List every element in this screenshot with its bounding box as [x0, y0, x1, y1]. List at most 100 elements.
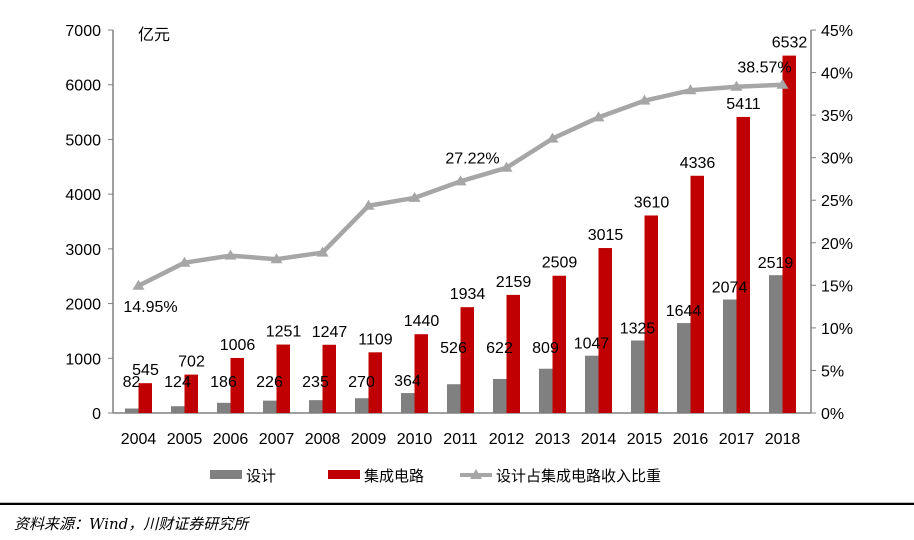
ratio-marker	[500, 161, 513, 172]
ratio-annotation: 38.57%	[737, 60, 791, 77]
design-value-label: 364	[394, 373, 421, 390]
ratio-marker	[592, 111, 605, 122]
design-value-label: 82	[123, 374, 141, 391]
x-tick-label: 2016	[673, 431, 709, 448]
x-tick-label: 2006	[213, 431, 249, 448]
design-value-label: 270	[348, 374, 375, 391]
ratio-annotation: 27.22%	[445, 150, 499, 167]
ic-value-label: 545	[132, 362, 159, 379]
legend-label-design: 设计	[246, 468, 276, 485]
ic-value-label: 2159	[496, 274, 532, 291]
bar-design	[631, 340, 645, 413]
bar-design	[677, 323, 691, 413]
bar-ic	[644, 215, 658, 413]
x-tick-label: 2009	[351, 431, 387, 448]
ratio-marker	[730, 80, 743, 91]
ic-value-label: 1006	[220, 337, 256, 354]
bar-design	[539, 368, 553, 413]
source-note: 资料来源：Wind，川财证券研究所	[14, 515, 249, 533]
bar-ic	[138, 383, 152, 413]
ic-value-label: 1440	[404, 313, 440, 330]
ic-value-label: 1247	[312, 324, 348, 341]
right-tick-label: 5%	[821, 363, 844, 380]
x-tick-label: 2014	[581, 431, 617, 448]
x-tick-label: 2017	[719, 431, 755, 448]
ic-value-label: 1109	[358, 331, 393, 348]
ratio-marker	[684, 84, 697, 95]
ratio-marker	[316, 246, 329, 257]
design-value-label: 809	[532, 340, 559, 357]
bar-ic	[230, 357, 244, 413]
bar-design	[125, 408, 139, 413]
left-tick-label: 4000	[65, 187, 101, 204]
x-tick-label: 2004	[121, 431, 157, 448]
left-tick-label: 0	[92, 406, 101, 423]
bar-ic	[184, 374, 198, 413]
legend-label-ic: 集成电路	[364, 468, 424, 485]
bar-ic	[368, 352, 382, 413]
right-tick-label: 40%	[821, 66, 853, 83]
legend-swatch-design	[210, 470, 242, 479]
design-value-label: 1325	[620, 321, 656, 338]
bar-design	[309, 400, 323, 413]
right-tick-label: 10%	[821, 321, 853, 338]
bar-ic	[506, 294, 520, 413]
bar-design	[585, 355, 599, 413]
left-tick-label: 1000	[65, 351, 101, 368]
left-tick-label: 3000	[65, 242, 101, 259]
design-value-label: 526	[440, 340, 467, 357]
left-tick-label: 7000	[65, 23, 101, 40]
design-value-label: 124	[164, 374, 191, 391]
left-tick-label: 2000	[65, 297, 101, 314]
bar-ic	[782, 55, 796, 413]
x-tick-label: 2008	[305, 431, 341, 448]
legend-marker-ratio	[470, 469, 482, 479]
bar-design	[723, 299, 737, 413]
x-tick-label: 2015	[627, 431, 663, 448]
design-value-label: 186	[210, 374, 237, 391]
ic-value-label: 3610	[634, 194, 670, 211]
bar-design	[171, 406, 185, 413]
ratio-marker	[224, 249, 237, 260]
x-tick-label: 2013	[535, 431, 571, 448]
bar-design	[769, 275, 783, 413]
right-tick-label: 15%	[821, 278, 853, 295]
ic-value-label: 1934	[450, 286, 486, 303]
right-tick-label: 25%	[821, 193, 853, 210]
right-tick-label: 35%	[821, 108, 853, 125]
bar-ic	[552, 275, 566, 413]
right-tick-label: 0%	[821, 406, 844, 423]
bar-design	[401, 393, 415, 413]
unit-label: 亿元	[138, 26, 170, 44]
bar-ic	[598, 248, 612, 413]
bar-ic	[736, 116, 750, 413]
x-tick-label: 2018	[765, 431, 801, 448]
bar-ic	[322, 344, 336, 413]
bar-design	[447, 384, 461, 413]
chart: 0 1000 2000 3000 4000 5000 6000 7000 0% 5% 10% 15% 2…	[0, 23, 914, 505]
ratio-marker	[178, 256, 191, 267]
left-tick-label: 5000	[65, 132, 101, 149]
x-tick-label: 2005	[167, 431, 203, 448]
design-value-label: 235	[302, 374, 329, 391]
design-value-label: 2074	[712, 280, 748, 297]
x-tick-label: 2007	[259, 431, 295, 448]
ic-value-label: 1251	[266, 324, 302, 341]
design-value-label: 2519	[758, 255, 794, 272]
bar-ic	[460, 307, 474, 413]
ratio-marker	[546, 132, 559, 143]
right-tick-label: 20%	[821, 236, 853, 253]
design-value-label: 226	[256, 374, 283, 391]
ratio-marker	[408, 191, 421, 202]
ic-value-label: 2509	[542, 255, 578, 272]
ratio-marker	[454, 175, 467, 186]
ratio-marker	[270, 253, 283, 264]
ratio-marker	[362, 199, 375, 210]
ratio-marker	[776, 78, 789, 89]
legend-label-ratio: 设计占集成电路收入比重	[496, 468, 661, 485]
bar-design	[493, 378, 507, 413]
x-tick-label: 2012	[489, 431, 525, 448]
ic-value-label: 3015	[588, 227, 624, 244]
x-tick-label: 2011	[443, 431, 478, 448]
design-value-label: 1644	[666, 303, 702, 320]
